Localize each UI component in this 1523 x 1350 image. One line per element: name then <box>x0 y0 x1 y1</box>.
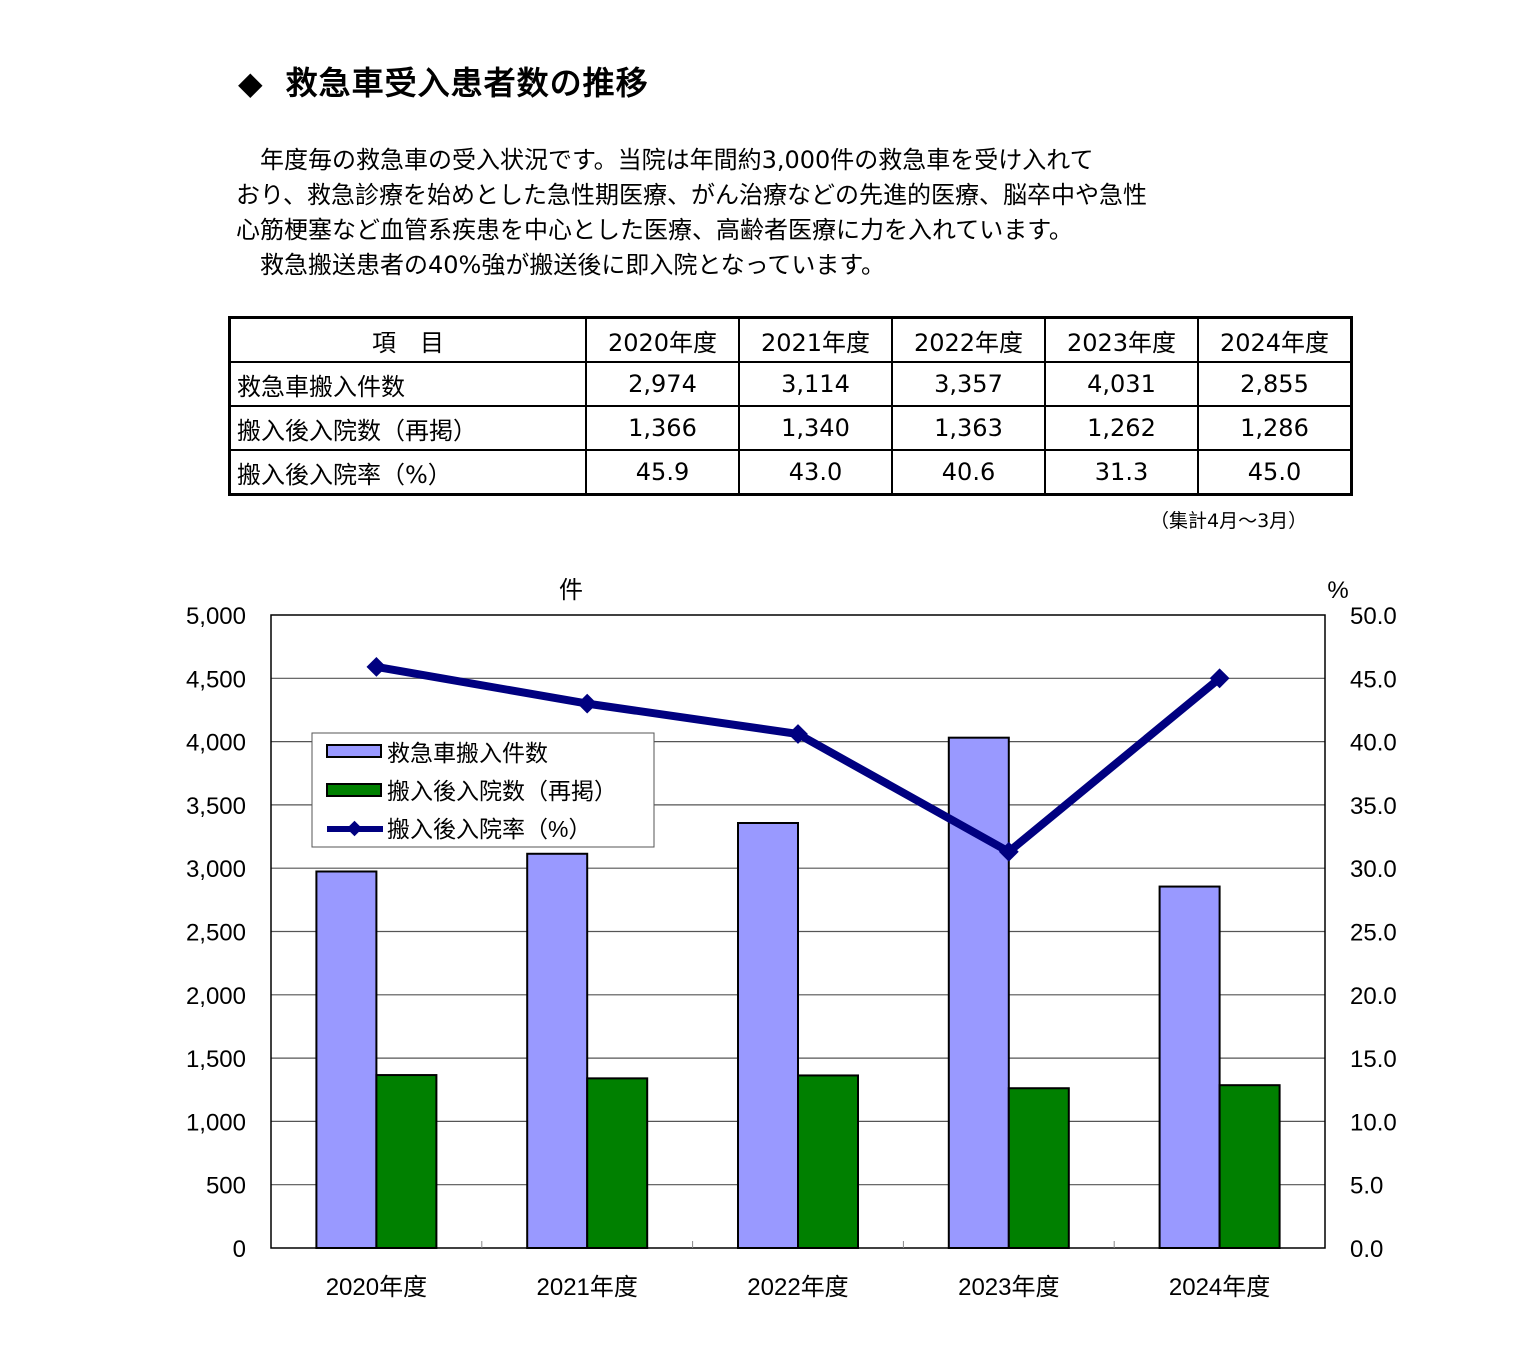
y-tick-label: 4,500 <box>186 666 246 693</box>
header-item: 項 目 <box>228 316 587 363</box>
y-tick-label: 5,000 <box>186 603 246 630</box>
table-cell: 2,855 <box>1197 361 1353 407</box>
bar-admissions <box>375 1074 438 1250</box>
table-cell: 1,366 <box>585 405 740 451</box>
row-label: 救急車搬入件数 <box>228 361 587 407</box>
y2-tick-label: 5.0 <box>1350 1173 1383 1200</box>
y2-tick-label: 10.0 <box>1350 1109 1397 1136</box>
y-tick-label: 0 <box>233 1236 246 1263</box>
y-tick-label: 3,500 <box>186 793 246 820</box>
legend-label: 搬入後入院数（再掲） <box>387 778 617 804</box>
intro-text: 年度毎の救急車の受入状況です。当院は年間約3,000件の救急車を受け入れて おり… <box>236 143 1346 283</box>
y2-tick-label: 40.0 <box>1350 730 1397 757</box>
combo-chart: 0 500 1,000 1,500 2,000 2,500 3,000 3,500 4,000 4… <box>186 577 1397 1301</box>
table-row: 搬入後入院数（再掲） 1,366 1,340 1,363 1,262 1,286 <box>228 405 1353 451</box>
header-year: 2023年度 <box>1044 316 1199 363</box>
legend-label: 搬入後入院率（%） <box>387 816 591 842</box>
section-title: ◆ 救急車受入患者数の推移 <box>238 58 649 104</box>
x-tick-label: 2021年度 <box>537 1274 638 1301</box>
x-tick-label: 2024年度 <box>1169 1274 1270 1301</box>
table-cell: 45.9 <box>585 449 740 496</box>
bar-transports <box>737 822 799 1249</box>
y-tick-label: 2,000 <box>186 983 246 1010</box>
intro-line: 救急搬送患者の40%強が搬送後に即入院となっています。 <box>236 251 886 279</box>
table-row: 搬入後入院率（%） 45.9 43.0 40.6 31.3 45.0 <box>228 449 1353 496</box>
y-tick-label: 4,000 <box>186 730 246 757</box>
table-note: （集計4月～3月） <box>1150 510 1308 532</box>
bar-transports <box>315 870 378 1249</box>
bar-transports <box>947 736 1010 1249</box>
diamond-marker-icon <box>998 841 1019 862</box>
y-tick-label: 1,000 <box>186 1109 246 1136</box>
bar-admissions <box>1218 1084 1281 1249</box>
header-year: 2020年度 <box>585 316 740 363</box>
x-tick-label: 2023年度 <box>958 1274 1059 1301</box>
table-cell: 4,031 <box>1044 361 1199 407</box>
x-axis-labels: 2020年度 2021年度 2022年度 2023年度 2024年度 <box>326 1274 1271 1301</box>
table-cell: 1,363 <box>891 405 1046 451</box>
y-tick-label: 3,000 <box>186 856 246 883</box>
diamond-bullet-icon: ◆ <box>238 64 264 102</box>
y2-tick-label: 20.0 <box>1350 983 1397 1010</box>
bar-admissions <box>797 1074 859 1250</box>
y-tick-label: 500 <box>206 1173 246 1200</box>
diamond-marker-icon <box>788 724 808 744</box>
diamond-marker-icon <box>366 657 387 677</box>
header-year: 2021年度 <box>738 316 893 363</box>
x-tick-label: 2020年度 <box>326 1274 427 1301</box>
summary-table: 項 目 2020年度 2021年度 2022年度 2023年度 2024年度 救… <box>228 316 1353 496</box>
header-year: 2022年度 <box>891 316 1046 363</box>
bar-admissions <box>1007 1087 1070 1250</box>
y2-tick-label: 0.0 <box>1350 1236 1383 1263</box>
row-label: 搬入後入院数（再掲） <box>228 405 587 451</box>
intro-line: おり、救急診療を始めとした急性期医療、がん治療などの先進的医療、脳卒中や急性 <box>236 181 1148 209</box>
right-axis-unit: % <box>1327 577 1348 604</box>
table-cell: 45.0 <box>1197 449 1353 496</box>
header-year: 2024年度 <box>1197 316 1353 363</box>
left-axis-ticks: 0 500 1,000 1,500 2,000 2,500 3,000 3,500 4,000 4… <box>186 603 246 1263</box>
table-cell: 40.6 <box>891 449 1046 496</box>
table-cell: 31.3 <box>1044 449 1199 496</box>
legend-swatch-admissions <box>326 783 382 797</box>
intro-line: 心筋梗塞など血管系疾患を中心とした医療、高齢者医療に力を入れています。 <box>236 216 1073 244</box>
y2-tick-label: 15.0 <box>1350 1046 1397 1073</box>
bar-transports <box>526 852 589 1249</box>
table-cell: 2,974 <box>585 361 740 407</box>
y-tick-label: 2,500 <box>186 920 246 947</box>
y2-tick-label: 25.0 <box>1350 920 1397 947</box>
table-cell: 3,114 <box>738 361 893 407</box>
row-label: 搬入後入院率（%） <box>228 449 587 496</box>
right-axis-ticks: 0.0 5.0 10.0 15.0 20.0 25.0 30.0 35.0 40.0 45.0 50… <box>1350 603 1397 1263</box>
table-cell: 1,340 <box>738 405 893 451</box>
y-tick-label: 1,500 <box>186 1046 246 1073</box>
y2-tick-label: 45.0 <box>1350 666 1397 693</box>
table-cell: 1,286 <box>1197 405 1353 451</box>
y2-tick-label: 50.0 <box>1350 603 1397 630</box>
y2-tick-label: 35.0 <box>1350 793 1397 820</box>
bar-admissions <box>586 1077 649 1249</box>
line-series <box>366 657 1230 862</box>
legend-label: 救急車搬入件数 <box>387 740 548 766</box>
bar-series <box>315 736 1281 1250</box>
bar-transports <box>1158 885 1221 1249</box>
intro-line: 年度毎の救急車の受入状況です。当院は年間約3,000件の救急車を受け入れて <box>236 146 1094 174</box>
left-axis-unit: 件 <box>559 577 583 604</box>
table-row: 救急車搬入件数 2,974 3,114 3,357 4,031 2,855 <box>228 361 1353 407</box>
table-header-row: 項 目 2020年度 2021年度 2022年度 2023年度 2024年度 <box>228 316 1353 363</box>
legend: 救急車搬入件数 搬入後入院数（再掲） 搬入後入院率（%） <box>311 732 655 848</box>
y2-tick-label: 30.0 <box>1350 856 1397 883</box>
legend-swatch-transports <box>326 744 382 758</box>
table-cell: 3,357 <box>891 361 1046 407</box>
section-title-text: 救急車受入患者数の推移 <box>285 64 649 102</box>
diamond-marker-icon <box>1209 668 1230 689</box>
diamond-marker-icon <box>577 693 598 714</box>
x-tick-label: 2022年度 <box>747 1274 848 1301</box>
table-cell: 1,262 <box>1044 405 1199 451</box>
table-cell: 43.0 <box>738 449 893 496</box>
